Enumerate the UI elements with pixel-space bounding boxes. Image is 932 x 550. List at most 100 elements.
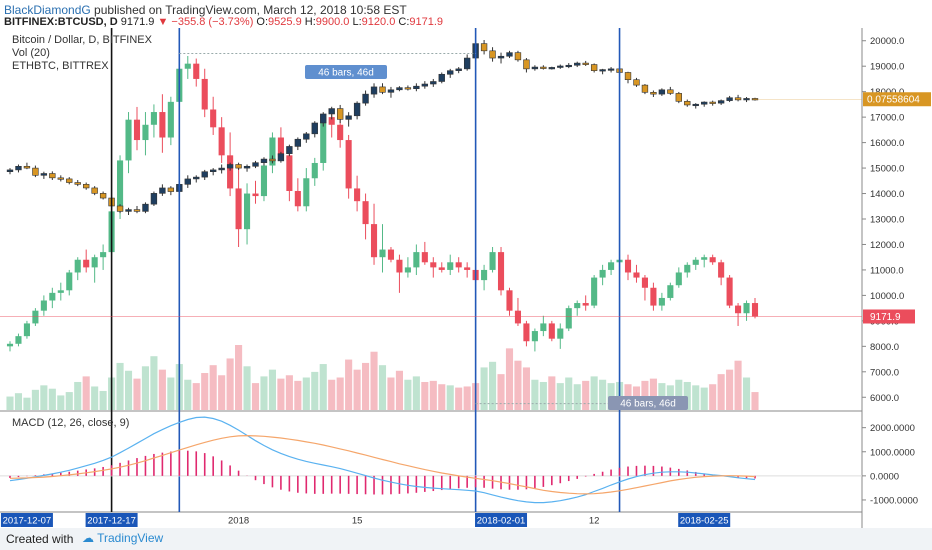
eth-candle[interactable] xyxy=(692,103,699,107)
eth-candle[interactable] xyxy=(523,59,530,70)
eth-candle[interactable] xyxy=(303,133,310,140)
btc-candle[interactable] xyxy=(692,259,699,265)
btc-candle[interactable] xyxy=(421,252,428,263)
legend-volume[interactable]: Vol (20) xyxy=(12,47,50,59)
macd-line[interactable] xyxy=(9,416,756,504)
btc-candle[interactable] xyxy=(506,290,513,311)
eth-candle[interactable] xyxy=(480,43,488,52)
eth-candle[interactable] xyxy=(150,193,158,205)
btc-candle[interactable] xyxy=(235,188,242,230)
eth-candle[interactable] xyxy=(684,101,691,106)
btc-candle[interactable] xyxy=(167,101,174,138)
btc-candle[interactable] xyxy=(701,257,708,260)
btc-candle[interactable] xyxy=(591,277,598,306)
btc-candle[interactable] xyxy=(125,119,132,161)
btc-candle[interactable] xyxy=(150,112,157,125)
btc-candle[interactable] xyxy=(540,323,547,332)
eth-candle[interactable] xyxy=(667,89,674,94)
date-marker-box[interactable] xyxy=(0,513,53,527)
eth-candle[interactable] xyxy=(709,101,716,104)
legend-ethbtc[interactable]: ETHBTC, BITTREX xyxy=(12,60,109,72)
btc-candle[interactable] xyxy=(396,259,403,273)
eth-candle[interactable] xyxy=(607,68,615,71)
eth-candle[interactable] xyxy=(514,52,522,61)
eth-candle[interactable] xyxy=(57,177,64,180)
btc-candle[interactable] xyxy=(210,109,217,128)
eth-candle[interactable] xyxy=(328,108,335,115)
eth-candle[interactable] xyxy=(49,173,56,179)
btc-candle[interactable] xyxy=(23,323,30,337)
eth-candle[interactable] xyxy=(404,87,412,90)
eth-candle[interactable] xyxy=(353,102,361,117)
eth-candle[interactable] xyxy=(336,108,344,120)
btc-candle[interactable] xyxy=(743,303,750,314)
eth-candle[interactable] xyxy=(506,52,513,57)
btc-candle[interactable] xyxy=(608,262,615,270)
btc-candle[interactable] xyxy=(667,285,674,298)
btc-candle[interactable] xyxy=(430,262,437,268)
btc-candle[interactable] xyxy=(49,292,56,301)
eth-candle[interactable] xyxy=(396,87,403,91)
eth-candle[interactable] xyxy=(74,182,81,185)
legend-macd[interactable]: MACD (12, 26, close, 9) xyxy=(12,417,130,429)
btc-candle[interactable] xyxy=(354,188,361,202)
eth-candle[interactable] xyxy=(116,205,124,212)
eth-candle[interactable] xyxy=(83,184,90,189)
btc-candle[interactable] xyxy=(260,165,268,197)
eth-candle[interactable] xyxy=(142,203,149,212)
btc-candle[interactable] xyxy=(735,305,742,314)
eth-candle[interactable] xyxy=(66,178,73,183)
eth-candle[interactable] xyxy=(447,70,454,75)
eth-candle[interactable] xyxy=(201,171,208,178)
btc-candle[interactable] xyxy=(684,264,691,273)
btc-candle[interactable] xyxy=(243,193,251,230)
btc-candle[interactable] xyxy=(565,308,572,329)
eth-candle[interactable] xyxy=(489,50,496,59)
btc-candle[interactable] xyxy=(201,78,208,110)
eth-candle[interactable] xyxy=(717,100,725,104)
btc-candle[interactable] xyxy=(464,267,471,270)
eth-candle[interactable] xyxy=(582,62,589,65)
date-marker-box[interactable] xyxy=(475,513,528,527)
author-link[interactable]: BlackDiamondG xyxy=(4,3,91,17)
btc-candle[interactable] xyxy=(599,269,606,278)
btc-candle[interactable] xyxy=(650,287,657,306)
btc-candle[interactable] xyxy=(404,267,411,273)
eth-candle[interactable] xyxy=(362,93,369,104)
btc-candle[interactable] xyxy=(523,323,530,342)
btc-candle[interactable] xyxy=(624,259,632,273)
eth-candle[interactable] xyxy=(497,55,505,59)
eth-candle[interactable] xyxy=(252,162,259,167)
eth-candle[interactable] xyxy=(320,113,327,124)
eth-candle[interactable] xyxy=(430,81,437,85)
btc-candle[interactable] xyxy=(40,300,47,311)
eth-candle[interactable] xyxy=(345,115,352,120)
date-marker-box[interactable] xyxy=(85,513,138,527)
eth-candle[interactable] xyxy=(277,153,285,162)
btc-candle[interactable] xyxy=(455,262,462,268)
btc-candle[interactable] xyxy=(387,249,395,260)
btc-candle[interactable] xyxy=(574,303,581,309)
eth-candle[interactable] xyxy=(193,176,200,180)
eth-candle[interactable] xyxy=(269,158,276,162)
tradingview-logo[interactable]: ☁ TradingView xyxy=(82,531,163,545)
eth-candle[interactable] xyxy=(701,101,708,105)
btc-candle[interactable] xyxy=(277,137,284,156)
btc-candle[interactable] xyxy=(57,290,64,293)
btc-candle[interactable] xyxy=(726,277,733,306)
eth-candle[interactable] xyxy=(413,85,420,90)
eth-candle[interactable] xyxy=(184,178,191,185)
eth-candle[interactable] xyxy=(167,187,175,192)
eth-candle[interactable] xyxy=(675,93,682,102)
btc-candle[interactable] xyxy=(718,262,725,278)
eth-candle[interactable] xyxy=(32,167,39,176)
eth-candle[interactable] xyxy=(260,158,268,163)
eth-candle[interactable] xyxy=(91,187,98,194)
eth-candle[interactable] xyxy=(294,138,302,147)
btc-candle[interactable] xyxy=(320,117,327,163)
eth-candle[interactable] xyxy=(574,62,581,66)
btc-candle[interactable] xyxy=(6,343,14,347)
btc-candle[interactable] xyxy=(303,178,310,207)
btc-candle[interactable] xyxy=(557,328,564,339)
btc-candle[interactable] xyxy=(66,272,73,291)
